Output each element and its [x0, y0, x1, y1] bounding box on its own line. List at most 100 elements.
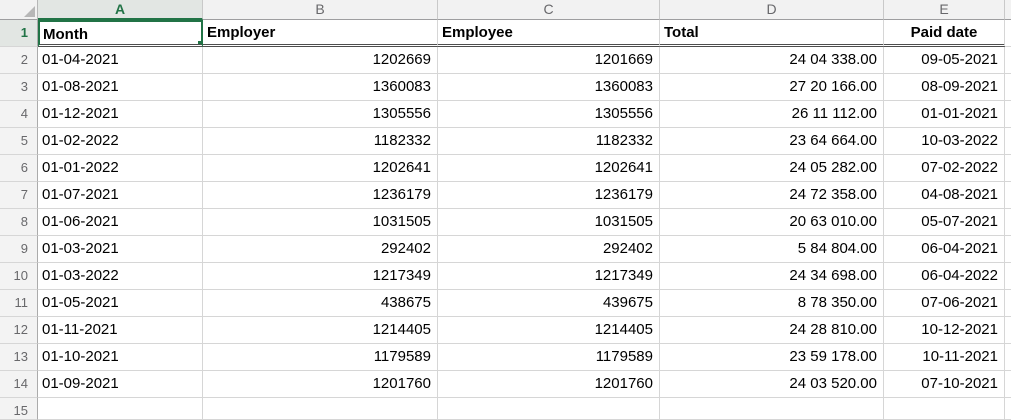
cell-D15[interactable] [660, 398, 884, 420]
cell-A2[interactable]: 01-04-2021 [38, 47, 203, 74]
cell-C14[interactable]: 1201760 [438, 371, 660, 398]
cell-B15[interactable] [203, 398, 438, 420]
cell-A5[interactable]: 01-02-2022 [38, 128, 203, 155]
cell-E10[interactable]: 06-04-2022 [884, 263, 1005, 290]
cell-B5[interactable]: 1182332 [203, 128, 438, 155]
cell-C2[interactable]: 1201669 [438, 47, 660, 74]
cell-A15[interactable] [38, 398, 203, 420]
row-header-3[interactable]: 3 [0, 74, 38, 101]
cell-E11[interactable]: 07-06-2021 [884, 290, 1005, 317]
cell-A6[interactable]: 01-01-2022 [38, 155, 203, 182]
row-header-1[interactable]: 1 [0, 20, 38, 47]
row-header-5[interactable]: 5 [0, 128, 38, 155]
cell-D4[interactable]: 26 11 112.00 [660, 101, 884, 128]
cell-D1[interactable]: Total [660, 20, 884, 47]
cell-C4[interactable]: 1305556 [438, 101, 660, 128]
column-header-E[interactable]: E [884, 0, 1005, 20]
cell-C8[interactable]: 1031505 [438, 209, 660, 236]
cell-F3-partial[interactable] [1005, 74, 1011, 101]
cell-E3[interactable]: 08-09-2021 [884, 74, 1005, 101]
cell-E1[interactable]: Paid date [884, 20, 1005, 47]
cell-A4[interactable]: 01-12-2021 [38, 101, 203, 128]
cell-D7[interactable]: 24 72 358.00 [660, 182, 884, 209]
cell-A3[interactable]: 01-08-2021 [38, 74, 203, 101]
cell-C6[interactable]: 1202641 [438, 155, 660, 182]
cell-A14[interactable]: 01-09-2021 [38, 371, 203, 398]
fill-handle[interactable] [197, 40, 201, 44]
cell-D8[interactable]: 20 63 010.00 [660, 209, 884, 236]
cell-C9[interactable]: 292402 [438, 236, 660, 263]
row-header-12[interactable]: 12 [0, 317, 38, 344]
cell-B14[interactable]: 1201760 [203, 371, 438, 398]
cell-E13[interactable]: 10-11-2021 [884, 344, 1005, 371]
row-header-9[interactable]: 9 [0, 236, 38, 263]
column-header-C[interactable]: C [438, 0, 660, 20]
cell-B9[interactable]: 292402 [203, 236, 438, 263]
cell-C11[interactable]: 439675 [438, 290, 660, 317]
cell-D13[interactable]: 23 59 178.00 [660, 344, 884, 371]
row-header-4[interactable]: 4 [0, 101, 38, 128]
cell-C12[interactable]: 1214405 [438, 317, 660, 344]
select-all-button[interactable] [0, 0, 38, 20]
cell-B7[interactable]: 1236179 [203, 182, 438, 209]
cell-E6[interactable]: 07-02-2022 [884, 155, 1005, 182]
cell-B1[interactable]: Employer [203, 20, 438, 47]
cell-D3[interactable]: 27 20 166.00 [660, 74, 884, 101]
cell-C3[interactable]: 1360083 [438, 74, 660, 101]
cell-C5[interactable]: 1182332 [438, 128, 660, 155]
cell-D10[interactable]: 24 34 698.00 [660, 263, 884, 290]
cell-F5-partial[interactable] [1005, 128, 1011, 155]
cell-D2[interactable]: 24 04 338.00 [660, 47, 884, 74]
row-header-15[interactable]: 15 [0, 398, 38, 420]
cell-A9[interactable]: 01-03-2021 [38, 236, 203, 263]
row-header-7[interactable]: 7 [0, 182, 38, 209]
cell-F2-partial[interactable] [1005, 47, 1011, 74]
cell-A13[interactable]: 01-10-2021 [38, 344, 203, 371]
row-header-11[interactable]: 11 [0, 290, 38, 317]
column-header-D[interactable]: D [660, 0, 884, 20]
cell-C15[interactable] [438, 398, 660, 420]
cell-B12[interactable]: 1214405 [203, 317, 438, 344]
cell-B8[interactable]: 1031505 [203, 209, 438, 236]
cell-E4[interactable]: 01-01-2021 [884, 101, 1005, 128]
row-header-6[interactable]: 6 [0, 155, 38, 182]
row-header-14[interactable]: 14 [0, 371, 38, 398]
cell-E5[interactable]: 10-03-2022 [884, 128, 1005, 155]
row-header-8[interactable]: 8 [0, 209, 38, 236]
cell-B6[interactable]: 1202641 [203, 155, 438, 182]
cell-D5[interactable]: 23 64 664.00 [660, 128, 884, 155]
column-header-B[interactable]: B [203, 0, 438, 20]
cell-A11[interactable]: 01-05-2021 [38, 290, 203, 317]
cell-E9[interactable]: 06-04-2021 [884, 236, 1005, 263]
cell-D14[interactable]: 24 03 520.00 [660, 371, 884, 398]
cell-F1-partial[interactable] [1005, 20, 1011, 47]
cell-F9-partial[interactable] [1005, 236, 1011, 263]
cell-E14[interactable]: 07-10-2021 [884, 371, 1005, 398]
cell-E15[interactable] [884, 398, 1005, 420]
cell-A7[interactable]: 01-07-2021 [38, 182, 203, 209]
cell-F13-partial[interactable] [1005, 344, 1011, 371]
cell-B13[interactable]: 1179589 [203, 344, 438, 371]
cell-F15-partial[interactable] [1005, 398, 1011, 420]
cell-B4[interactable]: 1305556 [203, 101, 438, 128]
cell-C10[interactable]: 1217349 [438, 263, 660, 290]
cell-F6-partial[interactable] [1005, 155, 1011, 182]
cell-D11[interactable]: 8 78 350.00 [660, 290, 884, 317]
cell-C7[interactable]: 1236179 [438, 182, 660, 209]
cell-A12[interactable]: 01-11-2021 [38, 317, 203, 344]
row-header-2[interactable]: 2 [0, 47, 38, 74]
cell-A8[interactable]: 01-06-2021 [38, 209, 203, 236]
cell-F11-partial[interactable] [1005, 290, 1011, 317]
cell-B10[interactable]: 1217349 [203, 263, 438, 290]
cell-B2[interactable]: 1202669 [203, 47, 438, 74]
cell-D9[interactable]: 5 84 804.00 [660, 236, 884, 263]
cell-E7[interactable]: 04-08-2021 [884, 182, 1005, 209]
cell-F14-partial[interactable] [1005, 371, 1011, 398]
cell-C1[interactable]: Employee [438, 20, 660, 47]
column-header-F-partial[interactable] [1005, 0, 1011, 20]
cell-D6[interactable]: 24 05 282.00 [660, 155, 884, 182]
cell-B3[interactable]: 1360083 [203, 74, 438, 101]
row-header-13[interactable]: 13 [0, 344, 38, 371]
cell-C13[interactable]: 1179589 [438, 344, 660, 371]
cell-E12[interactable]: 10-12-2021 [884, 317, 1005, 344]
